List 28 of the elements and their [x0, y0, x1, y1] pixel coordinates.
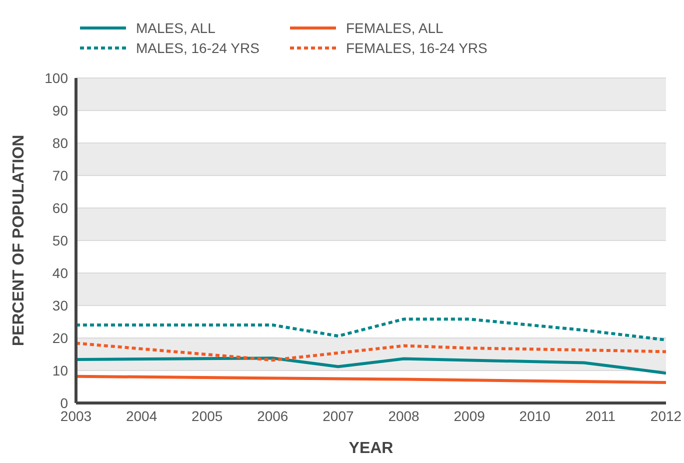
- legend-label: FEMALES, ALL: [346, 20, 444, 36]
- x-tick-label: 2011: [585, 408, 616, 424]
- y-tick-label: 50: [52, 232, 68, 248]
- x-tick-label: 2010: [519, 408, 551, 424]
- legend-label: MALES, 16-24 YRS: [136, 40, 260, 56]
- y-tick-label: 30: [52, 297, 68, 314]
- y-tick-label: 20: [52, 330, 68, 346]
- legend-label: MALES, ALL: [136, 20, 216, 36]
- y-tick-label: 90: [52, 102, 68, 118]
- x-tick-label: 2004: [126, 408, 158, 424]
- y-tick-label: 80: [52, 134, 68, 151]
- line-series: [76, 342, 666, 362]
- x-tick-label: 2012: [650, 408, 682, 424]
- line-series: [76, 356, 666, 375]
- y-tick-label: 100: [44, 70, 68, 86]
- y-tick-label: 40: [52, 264, 68, 281]
- x-tick-label: 2008: [388, 408, 420, 424]
- x-tick-label: 2006: [257, 408, 288, 424]
- x-tick-label: 2009: [454, 408, 486, 424]
- y-tick-label: 60: [52, 200, 68, 216]
- y-axis-title: PERCENT OF POPULATION: [10, 134, 28, 346]
- legend-label: FEMALES, 16-24 YRS: [346, 40, 488, 56]
- x-tick-label: 2007: [322, 408, 354, 424]
- x-axis-title: YEAR: [348, 440, 394, 457]
- x-tick-label: 2005: [192, 408, 223, 424]
- y-tick-label: 70: [52, 167, 68, 184]
- y-tick-label: 10: [52, 362, 68, 378]
- line-series: [76, 318, 666, 342]
